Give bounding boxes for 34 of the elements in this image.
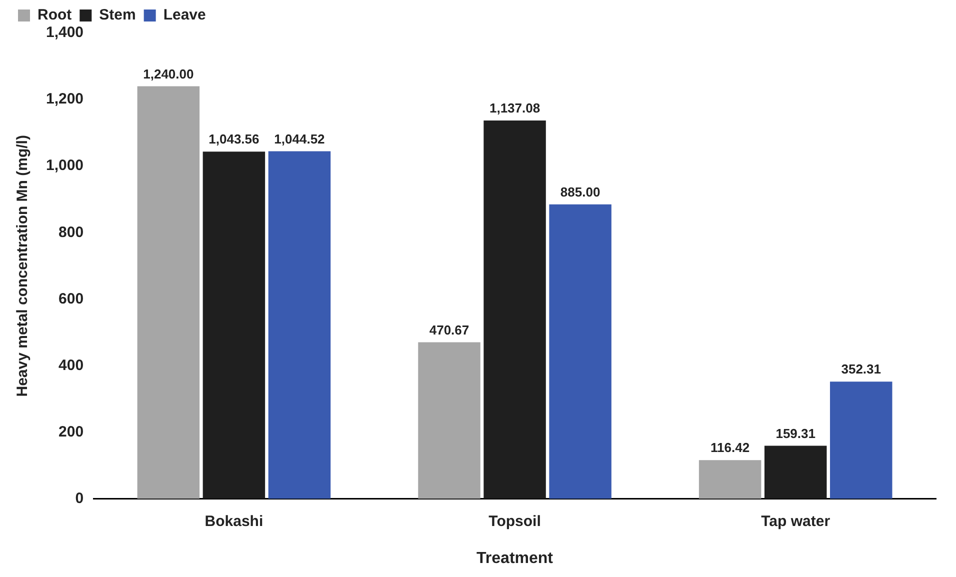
- data-label: 1,240.00: [143, 66, 194, 82]
- legend-label: Stem: [99, 6, 136, 24]
- y-tick-label: 1,200: [46, 90, 84, 108]
- data-label: 1,044.52: [274, 131, 325, 146]
- y-tick-label: 1,000: [46, 157, 84, 174]
- data-label: 352.31: [841, 362, 881, 377]
- y-axis-title: Heavy metal concentration Mn (mg/l): [14, 135, 32, 397]
- y-tick-label: 0: [75, 490, 84, 507]
- y-tick-label: 1,400: [46, 24, 84, 42]
- bar: [137, 86, 200, 499]
- x-tick-label: Tap water: [761, 512, 830, 530]
- y-tick-label: 800: [58, 224, 84, 241]
- data-label: 159.31: [776, 426, 816, 441]
- bar: [764, 446, 827, 499]
- bar: [549, 204, 612, 499]
- y-tick-label: 600: [58, 290, 84, 308]
- y-tick-label: 400: [58, 356, 84, 374]
- x-axis-title: Treatment: [476, 550, 554, 567]
- y-tick-label: 200: [58, 423, 84, 440]
- data-label: 885.00: [560, 184, 600, 200]
- data-label: 1,137.08: [489, 100, 540, 116]
- x-tick-label: Topsoil: [488, 512, 541, 530]
- data-label: 470.67: [429, 322, 470, 338]
- bar: [268, 151, 331, 499]
- bar: [202, 152, 266, 499]
- legend-label: Root: [38, 6, 72, 24]
- data-label: 1,043.56: [208, 132, 260, 147]
- bar: [418, 342, 480, 499]
- x-tick-label: Bokashi: [204, 512, 264, 530]
- data-label: 116.42: [710, 440, 750, 456]
- bar: [830, 382, 892, 499]
- legend-label: Leave: [163, 6, 206, 24]
- bar: [698, 460, 762, 499]
- bar: [484, 120, 546, 499]
